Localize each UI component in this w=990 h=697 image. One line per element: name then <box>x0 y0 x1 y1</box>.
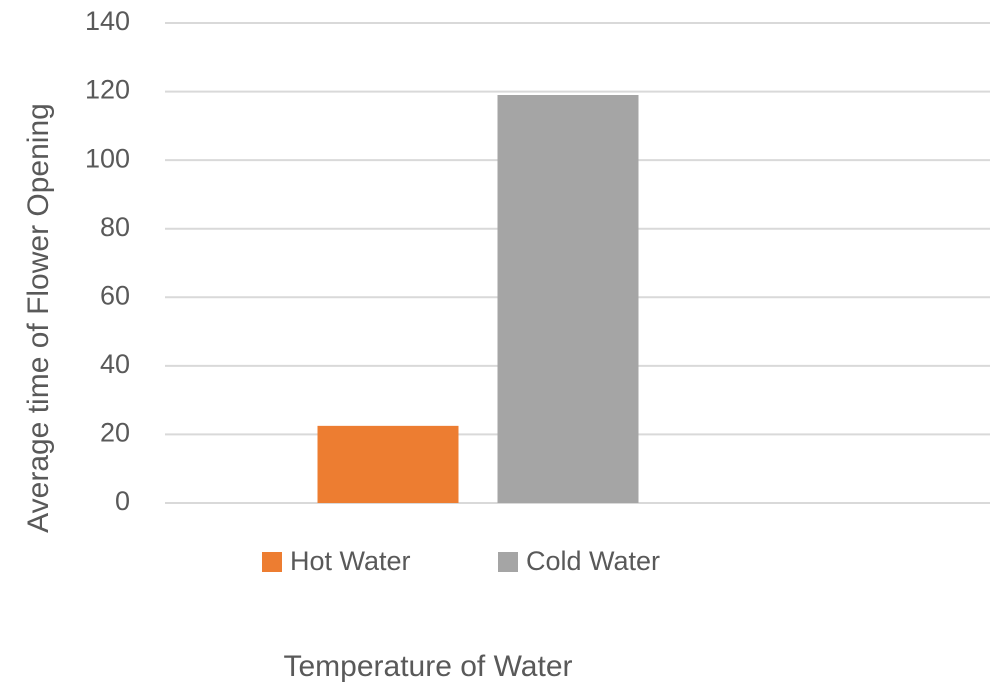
y-tick-label: 100 <box>85 143 130 173</box>
y-tick-label: 60 <box>100 280 130 310</box>
legend-label: Cold Water <box>526 546 660 576</box>
y-tick-label: 80 <box>100 212 130 242</box>
bar <box>317 425 459 503</box>
y-tick-label: 40 <box>100 349 130 379</box>
y-tick-label: 0 <box>115 486 130 516</box>
y-axis-title: Average time of Flower Opening <box>22 103 55 533</box>
y-tick-label: 20 <box>100 418 130 448</box>
legend-swatch <box>498 552 518 572</box>
bar <box>497 95 639 503</box>
x-axis-title: Temperature of Water <box>284 650 573 683</box>
y-tick-label: 120 <box>85 75 130 105</box>
legend-label: Hot Water <box>290 546 411 576</box>
y-tick-label: 140 <box>85 6 130 36</box>
legend-swatch <box>262 552 282 572</box>
